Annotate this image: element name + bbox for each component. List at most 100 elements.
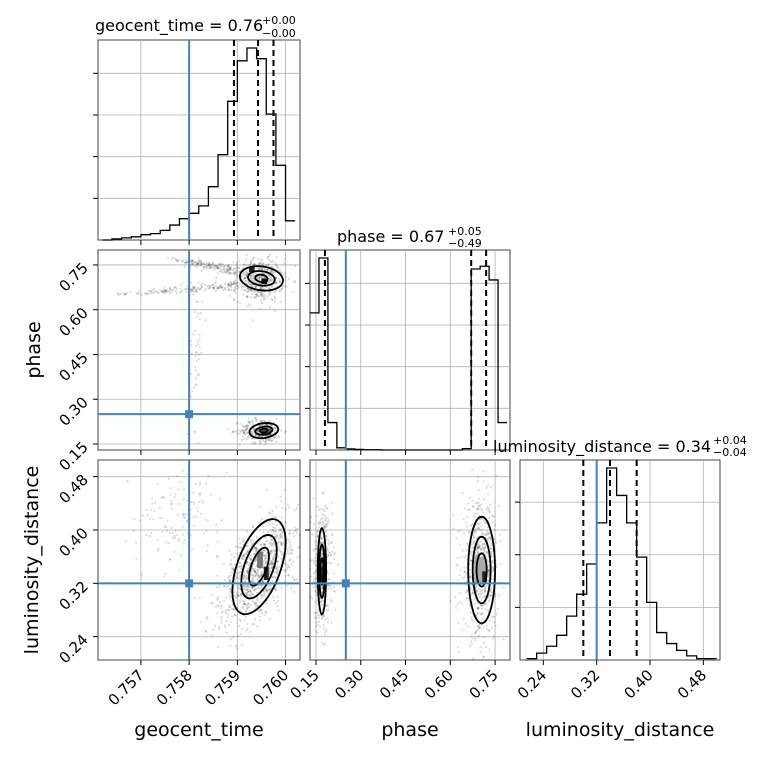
sample-point	[183, 538, 187, 542]
sample-point	[216, 266, 219, 270]
sample-point	[182, 515, 185, 519]
sample-point	[198, 288, 201, 291]
sample-point	[289, 546, 292, 549]
sample-point	[151, 502, 154, 505]
sample-point	[236, 634, 240, 638]
sample-point	[460, 602, 463, 605]
sample-point	[278, 549, 281, 552]
sample-point	[260, 419, 263, 423]
sample-point	[275, 524, 279, 527]
sample-point	[224, 288, 227, 291]
sample-point	[234, 288, 237, 291]
sample-point	[242, 558, 245, 561]
sample-point	[232, 268, 235, 271]
sample-point	[248, 594, 251, 597]
sample-point	[274, 552, 277, 555]
sample-point	[465, 525, 468, 528]
sample-point	[312, 523, 315, 526]
sample-point	[223, 624, 226, 627]
sample-point	[462, 518, 465, 521]
sample-point	[239, 429, 242, 432]
sample-point	[249, 573, 252, 576]
sample-point	[194, 286, 197, 289]
sample-point	[248, 421, 251, 424]
sample-point	[260, 586, 263, 590]
sample-point	[470, 616, 473, 619]
sample-point	[262, 570, 265, 574]
sample-point	[235, 269, 239, 272]
sample-point	[246, 427, 249, 431]
x-tick-label: 0.48	[674, 666, 710, 702]
sample-point	[317, 526, 321, 529]
sample-point	[269, 553, 273, 556]
sample-point	[189, 289, 193, 292]
sample-point	[228, 605, 231, 608]
sample-point	[242, 553, 246, 557]
sample-point	[278, 534, 282, 537]
sample-point	[272, 530, 275, 533]
sample-point	[267, 585, 270, 588]
sample-point	[231, 431, 234, 434]
sample-point	[279, 550, 283, 553]
sample-point	[245, 282, 248, 285]
sample-point	[257, 295, 261, 298]
sample-point	[226, 271, 229, 274]
sample-point	[164, 289, 167, 292]
sample-point	[244, 289, 247, 292]
sample-point	[314, 547, 317, 551]
sample-point	[260, 435, 263, 438]
sample-point	[194, 383, 197, 386]
sample-point	[237, 565, 240, 569]
sample-point	[258, 443, 262, 446]
sample-point	[266, 423, 269, 426]
sample-point	[216, 645, 220, 649]
sample-point	[234, 272, 237, 275]
sample-point	[243, 579, 246, 583]
sample-point	[222, 271, 225, 274]
sample-point	[270, 579, 274, 583]
sample-point	[214, 605, 218, 608]
sample-point	[195, 383, 198, 387]
sample-point	[270, 291, 273, 294]
sample-point	[316, 505, 319, 508]
sample-point	[327, 553, 330, 557]
truth-point	[185, 410, 194, 419]
sample-point	[315, 630, 318, 633]
sample-point	[252, 569, 255, 572]
sample-point	[170, 499, 173, 502]
sample-point	[465, 549, 468, 552]
sample-point	[232, 261, 235, 264]
sample-point	[269, 279, 272, 282]
sample-point	[235, 577, 238, 580]
sample-point	[189, 373, 193, 376]
sample-point	[271, 561, 274, 565]
sample-point	[287, 565, 290, 568]
sample-point	[259, 266, 263, 269]
sample-point	[258, 307, 261, 310]
sample-point	[245, 588, 249, 591]
sample-point	[192, 285, 195, 288]
sample-point	[293, 578, 296, 581]
sample-point	[486, 492, 490, 496]
sample-point	[324, 519, 327, 522]
sample-point	[189, 281, 193, 284]
sample-point	[246, 290, 249, 293]
sample-point	[267, 439, 270, 442]
sample-point	[238, 266, 241, 269]
sample-point	[333, 553, 336, 556]
sample-point	[325, 523, 328, 526]
sample-point	[268, 255, 271, 258]
sample-point	[246, 426, 249, 429]
sample-point	[228, 549, 231, 552]
sample-point	[288, 566, 291, 569]
sample-point	[248, 554, 251, 557]
sample-point	[264, 587, 268, 591]
sample-point	[193, 597, 196, 600]
sample-point	[159, 288, 162, 291]
sample-point	[239, 430, 242, 433]
sample-point	[249, 558, 253, 561]
sample-point	[243, 431, 246, 434]
sample-point	[205, 265, 208, 268]
sample-point	[215, 523, 218, 527]
sample-point	[495, 474, 498, 477]
